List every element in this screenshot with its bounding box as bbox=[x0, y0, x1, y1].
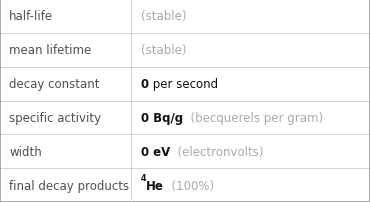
Text: (electronvolts): (electronvolts) bbox=[170, 145, 263, 158]
Text: decay constant: decay constant bbox=[9, 78, 100, 91]
Text: 4: 4 bbox=[141, 173, 146, 182]
Text: 0: 0 bbox=[141, 111, 149, 124]
Text: per second: per second bbox=[149, 78, 218, 91]
Text: He: He bbox=[146, 179, 164, 192]
Text: final decay products: final decay products bbox=[9, 179, 130, 192]
Text: 0: 0 bbox=[141, 78, 149, 91]
Text: (stable): (stable) bbox=[141, 10, 186, 23]
Text: mean lifetime: mean lifetime bbox=[9, 44, 91, 57]
Text: specific activity: specific activity bbox=[9, 111, 101, 124]
Text: Bq/g: Bq/g bbox=[149, 111, 183, 124]
Text: (100%): (100%) bbox=[164, 179, 214, 192]
Text: eV: eV bbox=[149, 145, 170, 158]
Text: (stable): (stable) bbox=[141, 44, 186, 57]
Text: width: width bbox=[9, 145, 42, 158]
Text: (becquerels per gram): (becquerels per gram) bbox=[183, 111, 323, 124]
Text: 0: 0 bbox=[141, 145, 149, 158]
Text: half-life: half-life bbox=[9, 10, 53, 23]
